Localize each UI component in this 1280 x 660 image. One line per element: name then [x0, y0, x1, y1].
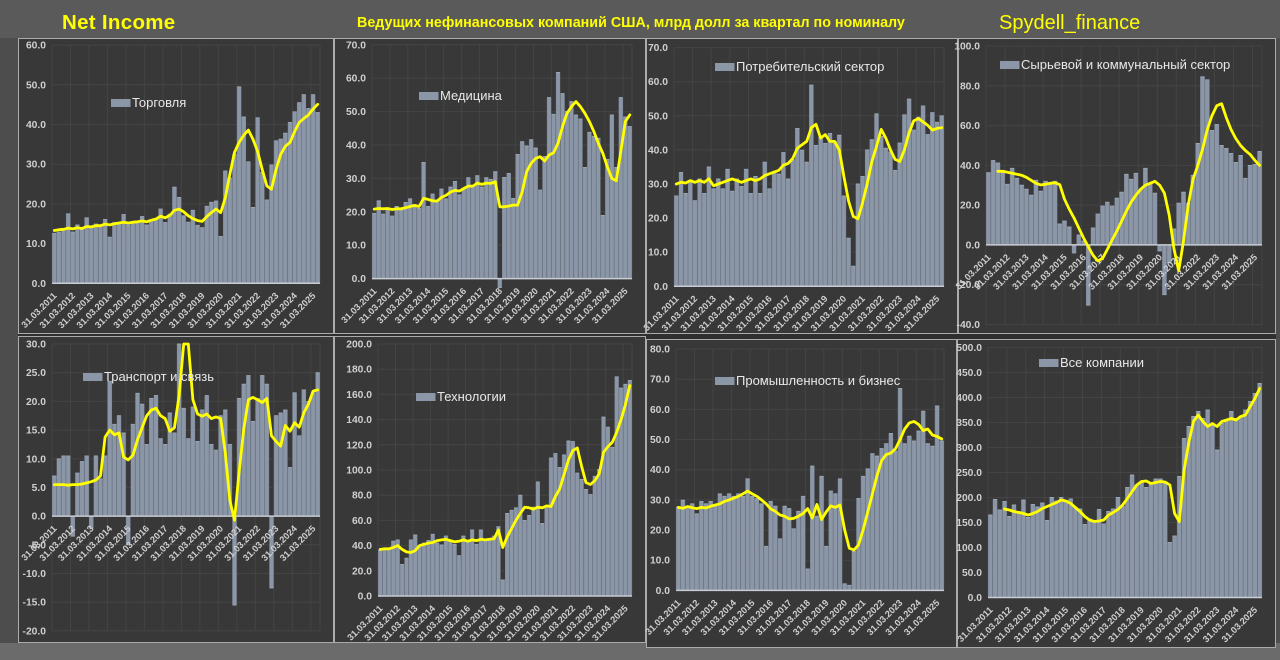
svg-text:100.0: 100.0	[346, 466, 372, 477]
svg-text:Транспорт и связь: Транспорт и связь	[104, 369, 214, 384]
svg-text:20.0: 20.0	[26, 397, 46, 408]
svg-text:50.0: 50.0	[26, 80, 46, 91]
svg-text:200.0: 200.0	[346, 340, 372, 351]
svg-text:20.0: 20.0	[648, 214, 668, 225]
svg-text:50.0: 50.0	[650, 435, 670, 446]
svg-text:20.0: 20.0	[346, 207, 366, 218]
svg-text:180.0: 180.0	[346, 365, 372, 376]
svg-text:60.0: 60.0	[346, 74, 366, 85]
svg-text:10.0: 10.0	[346, 241, 366, 252]
svg-text:10.0: 10.0	[650, 556, 670, 567]
svg-text:10.0: 10.0	[26, 239, 46, 250]
svg-text:40.0: 40.0	[26, 120, 46, 131]
svg-text:-15.0: -15.0	[23, 598, 47, 609]
svg-text:40.0: 40.0	[352, 541, 372, 552]
svg-text:-20.0: -20.0	[23, 626, 47, 637]
svg-text:-5.0: -5.0	[28, 540, 46, 551]
svg-text:50.0: 50.0	[962, 568, 982, 579]
svg-text:250.0: 250.0	[956, 468, 982, 479]
svg-text:0.0: 0.0	[968, 593, 983, 604]
svg-text:40.0: 40.0	[648, 145, 668, 156]
svg-text:60.0: 60.0	[648, 77, 668, 88]
svg-text:30.0: 30.0	[650, 495, 670, 506]
svg-text:25.0: 25.0	[26, 368, 46, 379]
svg-text:70.0: 70.0	[650, 375, 670, 386]
svg-text:160.0: 160.0	[346, 390, 372, 401]
svg-text:50.0: 50.0	[648, 111, 668, 122]
svg-text:30.0: 30.0	[648, 180, 668, 191]
svg-text:10.0: 10.0	[648, 248, 668, 259]
svg-text:60.0: 60.0	[26, 41, 46, 52]
svg-text:50.0: 50.0	[346, 107, 366, 118]
svg-text:120.0: 120.0	[346, 440, 372, 451]
svg-text:300.0: 300.0	[956, 443, 982, 454]
svg-text:0.0: 0.0	[358, 592, 373, 603]
svg-text:100.0: 100.0	[956, 543, 982, 554]
svg-text:Потребительский сектор: Потребительский сектор	[736, 59, 884, 74]
svg-text:Промышленность и бизнес: Промышленность и бизнес	[736, 373, 901, 388]
svg-text:40.0: 40.0	[960, 161, 980, 172]
svg-text:0.0: 0.0	[654, 282, 669, 293]
svg-text:20.0: 20.0	[960, 201, 980, 212]
svg-text:20.0: 20.0	[352, 566, 372, 577]
svg-text:0.0: 0.0	[966, 240, 981, 251]
svg-text:140.0: 140.0	[346, 415, 372, 426]
svg-text:60.0: 60.0	[352, 516, 372, 527]
svg-text:20.0: 20.0	[650, 526, 670, 537]
svg-text:30.0: 30.0	[346, 174, 366, 185]
svg-text:500.0: 500.0	[956, 343, 982, 354]
svg-text:30.0: 30.0	[26, 160, 46, 171]
svg-text:450.0: 450.0	[956, 368, 982, 379]
svg-text:80.0: 80.0	[650, 345, 670, 356]
svg-text:Сырьевой и коммунальный сектор: Сырьевой и коммунальный сектор	[1021, 57, 1230, 72]
svg-text:Технологии: Технологии	[437, 389, 506, 404]
svg-text:10.0: 10.0	[26, 454, 46, 465]
svg-text:-40.0: -40.0	[957, 320, 981, 331]
svg-text:200.0: 200.0	[956, 493, 982, 504]
svg-text:Медицина: Медицина	[440, 88, 503, 103]
svg-text:80.0: 80.0	[960, 81, 980, 92]
svg-text:350.0: 350.0	[956, 418, 982, 429]
svg-text:-10.0: -10.0	[23, 569, 47, 580]
svg-text:0.0: 0.0	[32, 279, 47, 290]
svg-text:60.0: 60.0	[650, 405, 670, 416]
svg-text:0.0: 0.0	[656, 586, 671, 597]
svg-text:0.0: 0.0	[352, 274, 367, 285]
svg-text:400.0: 400.0	[956, 393, 982, 404]
svg-text:0.0: 0.0	[32, 512, 47, 523]
svg-text:70.0: 70.0	[648, 43, 668, 54]
svg-text:70.0: 70.0	[346, 40, 366, 51]
svg-text:15.0: 15.0	[26, 426, 46, 437]
svg-text:-20.0: -20.0	[957, 280, 981, 291]
svg-text:40.0: 40.0	[346, 141, 366, 152]
svg-text:80.0: 80.0	[352, 491, 372, 502]
svg-text:60.0: 60.0	[960, 121, 980, 132]
svg-text:Торговля: Торговля	[132, 95, 186, 110]
svg-text:40.0: 40.0	[650, 465, 670, 476]
svg-text:30.0: 30.0	[26, 340, 46, 351]
svg-text:20.0: 20.0	[26, 199, 46, 210]
svg-text:Все компании: Все компании	[1060, 355, 1144, 370]
svg-text:5.0: 5.0	[32, 483, 47, 494]
svg-text:100.0: 100.0	[954, 42, 980, 53]
svg-text:150.0: 150.0	[956, 518, 982, 529]
